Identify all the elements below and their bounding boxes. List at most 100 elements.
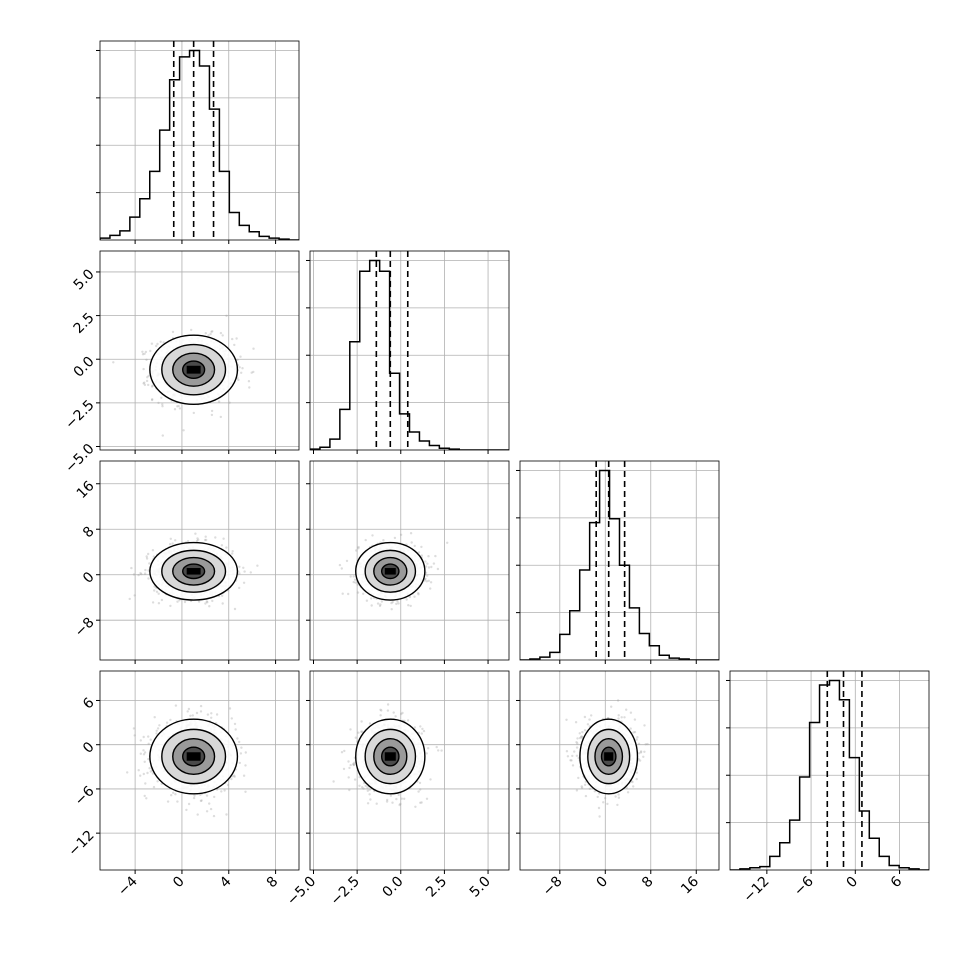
density-peak xyxy=(384,568,396,575)
scatter-point xyxy=(368,722,372,725)
scatter-point xyxy=(357,731,360,734)
x-tick-label: 0 xyxy=(170,874,188,892)
scatter-point xyxy=(347,776,350,779)
scatter-point xyxy=(178,599,181,602)
scatter-point xyxy=(240,371,243,374)
x-tick-label: −4 xyxy=(115,873,141,899)
scatter-point xyxy=(221,602,224,605)
scatter-point xyxy=(231,550,234,553)
scatter-point xyxy=(228,707,232,710)
scatter-point xyxy=(133,594,136,597)
scatter-point xyxy=(147,552,150,556)
scatter-point xyxy=(151,384,154,387)
scatter-point xyxy=(215,713,219,716)
scatter-point xyxy=(225,314,228,317)
panel-frame xyxy=(99,460,300,661)
scatter-point xyxy=(393,536,397,540)
panel-2-2 xyxy=(516,460,720,664)
scatter-point xyxy=(174,539,177,542)
scatter-point xyxy=(189,714,192,717)
scatter-point xyxy=(146,771,149,775)
scatter-point xyxy=(209,807,213,811)
scatter-point xyxy=(139,752,142,755)
scatter-point xyxy=(141,353,145,356)
scatter-point xyxy=(145,797,148,800)
scatter-point xyxy=(365,599,369,602)
scatter-point xyxy=(151,549,155,552)
scatter-point xyxy=(170,794,173,797)
scatter-point xyxy=(209,332,212,336)
scatter-point xyxy=(639,751,643,754)
scatter-point xyxy=(390,608,393,611)
scatter-point xyxy=(133,734,136,737)
scatter-point xyxy=(357,547,360,550)
scatter-point xyxy=(204,602,207,605)
scatter-point xyxy=(250,371,253,374)
scatter-point xyxy=(141,350,144,353)
scatter-point xyxy=(208,605,211,608)
scatter-point xyxy=(230,777,233,781)
scatter-point xyxy=(606,802,609,806)
scatter-point xyxy=(371,534,374,537)
scatter-point xyxy=(352,580,355,584)
scatter-point xyxy=(145,555,148,558)
scatter-point xyxy=(242,581,246,584)
scatter-point xyxy=(413,595,416,598)
scatter-point xyxy=(157,401,160,405)
y-tick-label: 8 xyxy=(80,524,98,542)
scatter-point xyxy=(379,708,382,711)
scatter-point xyxy=(220,544,224,547)
panel-1-0: −5.0−2.50.02.55.0 xyxy=(62,250,300,476)
scatter-point xyxy=(132,727,136,730)
scatter-point xyxy=(142,735,145,739)
scatter-point xyxy=(426,562,429,565)
scatter-point xyxy=(584,794,588,798)
scatter-point xyxy=(176,405,179,408)
scatter-point xyxy=(378,604,382,608)
scatter-point xyxy=(186,540,190,543)
scatter-point xyxy=(353,761,356,764)
scatter-point xyxy=(345,559,349,563)
scatter-point xyxy=(596,795,599,799)
scatter-point xyxy=(147,383,150,387)
y-tick-label: 0 xyxy=(80,739,98,757)
scatter-point xyxy=(128,597,131,601)
scatter-point xyxy=(233,722,237,726)
scatter-point xyxy=(358,784,361,787)
y-tick-label: −6 xyxy=(72,783,98,809)
scatter-point xyxy=(233,343,236,347)
scatter-point xyxy=(403,797,406,800)
y-tick-label: 6 xyxy=(80,695,98,713)
scatter-point xyxy=(382,539,385,542)
scatter-point xyxy=(419,801,422,804)
scatter-point xyxy=(150,342,154,345)
scatter-point xyxy=(392,711,395,714)
scatter-point xyxy=(379,603,382,606)
scatter-point xyxy=(177,404,180,408)
scatter-point xyxy=(243,570,246,573)
scatter-point xyxy=(169,537,172,540)
scatter-point xyxy=(342,767,346,771)
scatter-point xyxy=(112,361,115,364)
scatter-point xyxy=(362,592,365,595)
scatter-point xyxy=(211,599,214,603)
scatter-point xyxy=(349,763,352,767)
scatter-point xyxy=(427,579,430,582)
scatter-point xyxy=(221,334,224,337)
scatter-point xyxy=(137,769,140,772)
scatter-point xyxy=(205,810,209,813)
scatter-point xyxy=(199,704,203,708)
panel-content xyxy=(310,251,509,450)
scatter-point xyxy=(225,546,228,549)
scatter-point xyxy=(390,601,393,605)
scatter-point xyxy=(186,710,189,713)
scatter-point xyxy=(417,592,420,595)
scatter-point xyxy=(425,752,428,755)
scatter-point xyxy=(252,370,255,374)
scatter-point xyxy=(369,798,372,801)
scatter-point xyxy=(176,600,179,603)
scatter-point xyxy=(193,794,196,797)
scatter-point xyxy=(234,728,237,731)
scatter-point xyxy=(409,604,412,608)
